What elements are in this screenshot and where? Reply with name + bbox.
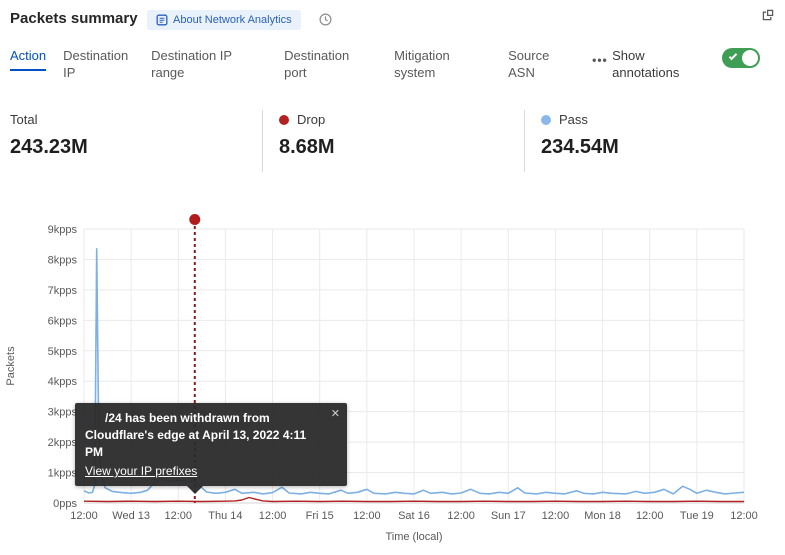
annotation-dot[interactable]	[189, 214, 201, 225]
x-tick-label: Mon 18	[584, 510, 621, 522]
stat-total: Total 243.23M	[0, 110, 262, 172]
tooltip-pointer	[186, 486, 203, 494]
chart-grid: 9kpps 8kpps 7kpps 6kpps 5kpps 4kpps 3kpps 2kpps…	[48, 224, 758, 522]
dimension-tabs: Action Destination IP Destination IP ran…	[10, 47, 775, 81]
y-tick-label: 6kpps	[48, 315, 78, 327]
toggle-knob	[742, 50, 759, 66]
about-label: About Network Analytics	[173, 14, 292, 26]
popout-icon[interactable]	[761, 8, 775, 27]
check-icon	[728, 51, 738, 61]
view-ip-prefixes-link[interactable]: View your IP prefixes	[85, 464, 198, 478]
close-icon[interactable]: ✕	[330, 408, 340, 420]
x-tick-label: 12:00	[542, 510, 570, 522]
stat-drop-label: Drop	[297, 112, 326, 127]
x-tick-label: Tue 19	[680, 510, 714, 522]
tooltip-text-line1: /24 has been withdrawn from	[105, 411, 270, 425]
x-tick-label: Wed 13	[112, 510, 150, 522]
drop-dot-icon	[279, 114, 289, 125]
x-tick-label: 12:00	[165, 510, 193, 522]
show-annotations-toggle[interactable]	[722, 48, 761, 68]
tab-source-asn[interactable]: Source ASN	[508, 48, 550, 80]
tab-destination-ip[interactable]: Destination IP	[63, 48, 129, 80]
stat-drop-value: 8.68M	[279, 136, 335, 158]
tab-destination-port[interactable]: Destination port	[284, 48, 350, 80]
series-drop-line	[83, 496, 744, 503]
y-tick-label: 9kpps	[48, 224, 78, 236]
y-tick-label: 8kpps	[48, 254, 78, 266]
stat-pass-label: Pass	[559, 112, 588, 127]
stat-pass: Pass 234.54M	[524, 110, 785, 172]
about-network-analytics-button[interactable]: About Network Analytics	[147, 10, 301, 30]
stat-total-value: 243.23M	[10, 136, 88, 158]
pass-dot-icon	[541, 114, 551, 125]
y-tick-label: 2kpps	[48, 437, 78, 449]
docs-icon	[156, 14, 168, 26]
show-annotations-label: Show annotations	[612, 48, 680, 80]
x-tick-label: 12:00	[353, 510, 381, 522]
tab-mitigation-system[interactable]: Mitigation system	[394, 48, 450, 80]
stat-total-label: Total	[10, 112, 38, 127]
x-tick-label: Sun 17	[491, 510, 526, 522]
tab-action[interactable]: Action	[10, 47, 47, 71]
stats-row: Total 243.23M Drop 8.68M Pass 234.54M	[0, 110, 785, 172]
y-tick-label: 3kpps	[48, 407, 78, 419]
y-tick-label: 7kpps	[48, 285, 78, 297]
packets-chart: 9kpps 8kpps 7kpps 6kpps 5kpps 4kpps 3kpps 2kpps…	[5, 214, 758, 543]
x-tick-label: 12:00	[447, 510, 475, 522]
y-tick-label: 4kpps	[48, 376, 78, 388]
page-title: Packets summary	[10, 10, 138, 27]
annotation-tooltip: ✕ /24 has been withdrawn from Cloudflare…	[75, 403, 347, 494]
stat-drop: Drop 8.68M	[262, 110, 524, 172]
x-tick-label: Sat 16	[398, 510, 430, 522]
x-tick-label: 12:00	[70, 510, 98, 522]
tab-destination-ip-range[interactable]: Destination IP range	[151, 48, 232, 80]
y-tick-label: 0pps	[53, 498, 77, 510]
x-tick-label: 12:00	[636, 510, 664, 522]
panel-header: Packets summary About Network Analytics	[10, 8, 775, 36]
y-tick-label: 5kpps	[48, 346, 78, 358]
x-tick-label: Fri 15	[306, 510, 334, 522]
stat-pass-value: 234.54M	[541, 136, 619, 158]
time-history-icon[interactable]	[318, 12, 333, 32]
tooltip-text-line2: Cloudflare's edge at April 13, 2022 4:11…	[85, 428, 307, 459]
y-tick-label: 1kpps	[48, 468, 78, 480]
more-tabs-icon[interactable]: •••	[592, 53, 608, 67]
x-tick-label: 12:00	[730, 510, 758, 522]
y-axis-title: Packets	[5, 346, 17, 386]
x-axis-title: Time (local)	[385, 531, 442, 543]
x-tick-label: Thu 14	[208, 510, 242, 522]
x-tick-label: 12:00	[259, 510, 287, 522]
